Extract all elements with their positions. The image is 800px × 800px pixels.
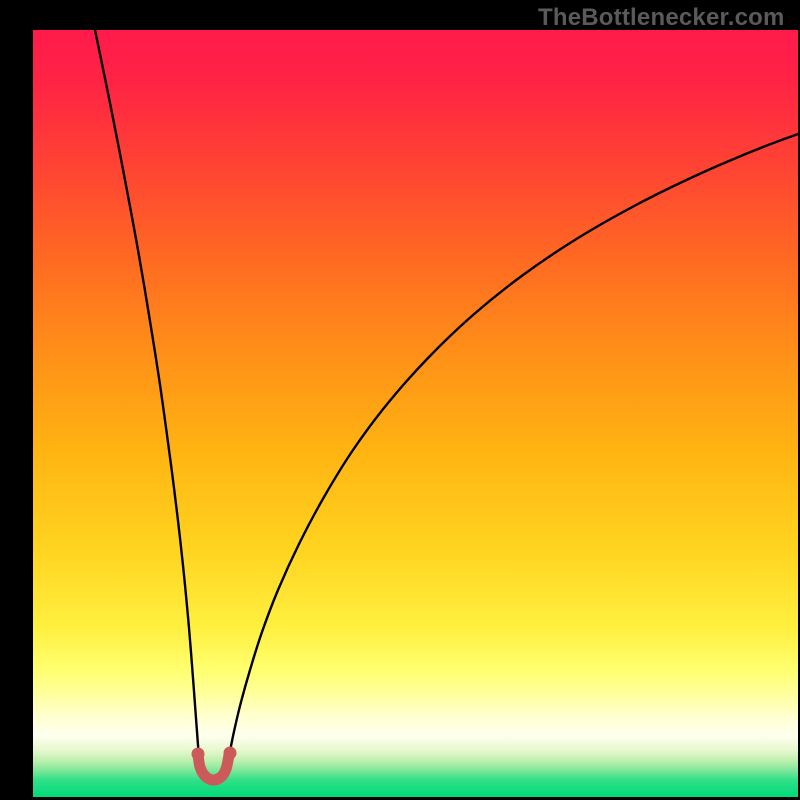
dip-end-dot-1 — [224, 747, 237, 760]
watermark-text: TheBottlenecker.com — [538, 4, 785, 32]
dip-end-dot-0 — [192, 748, 205, 761]
gradient-background — [33, 30, 798, 797]
plot-svg — [33, 30, 798, 797]
plot-area — [33, 30, 798, 797]
